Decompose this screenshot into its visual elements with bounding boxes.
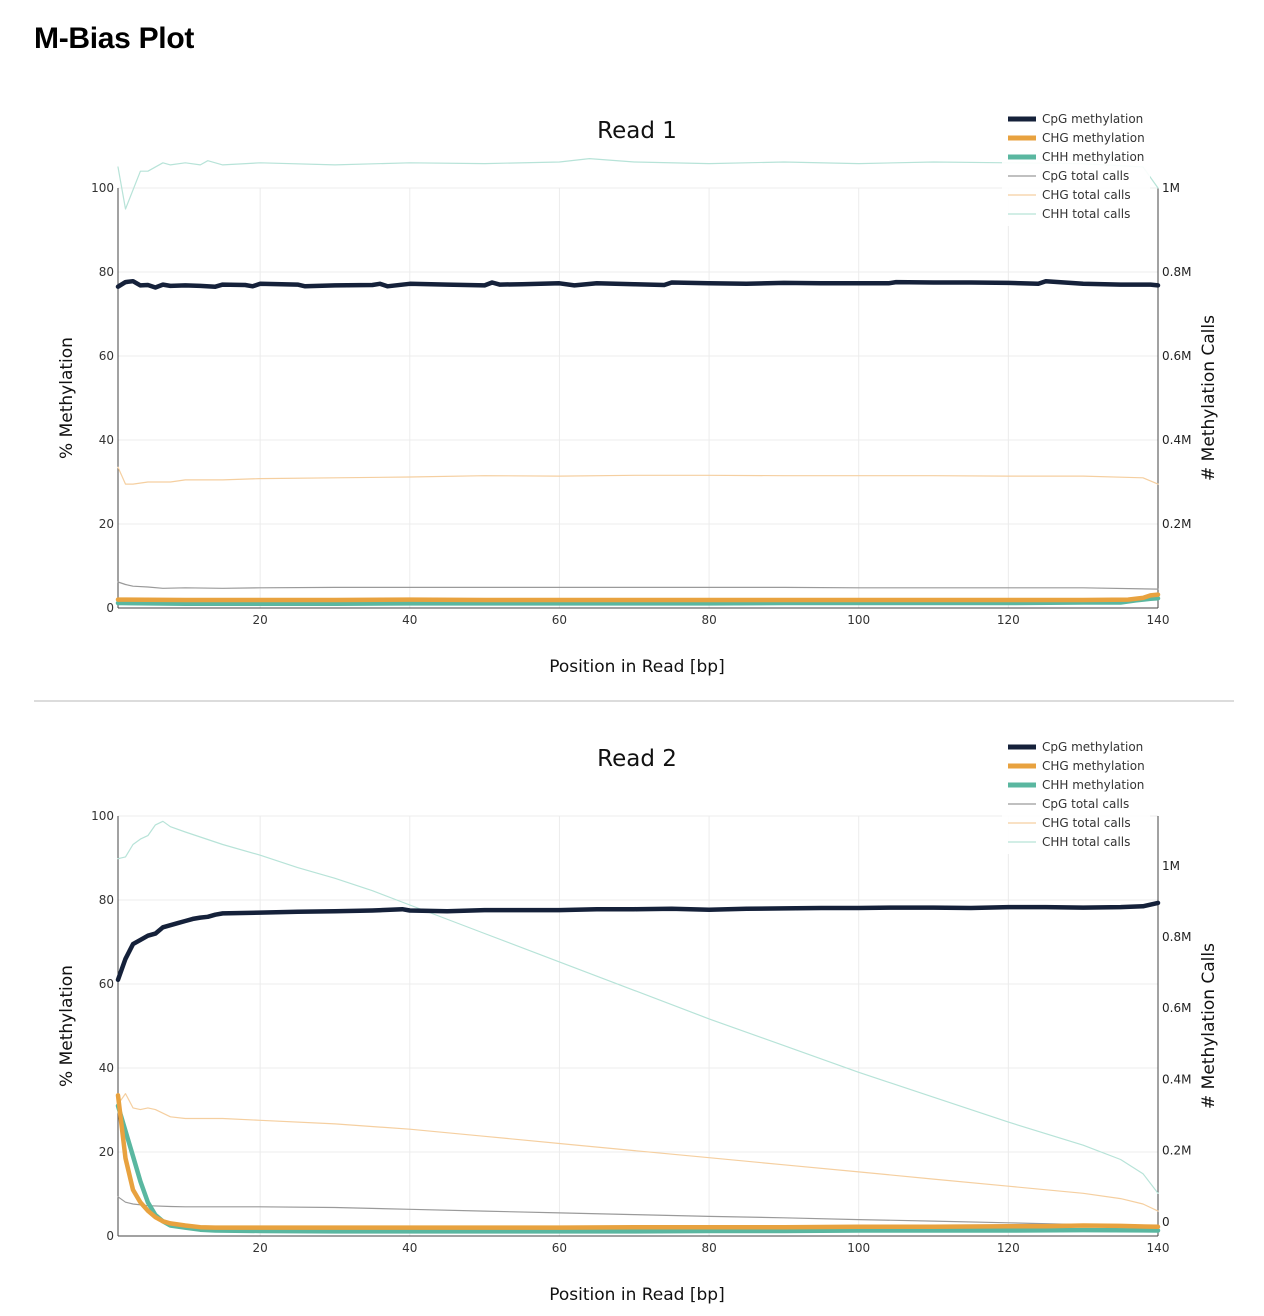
y-tick-label: 100 [91,181,114,195]
legend-label-cpg-total-calls: CpG total calls [1042,169,1129,183]
y2-tick-label: 0.6M [1162,1001,1191,1015]
read-2-chart: Read 2 20 40 60 80 100 120 140 0 20 40 60 80 100 0 0.2M… [57,736,1219,1305]
y-axis-label: % Methylation [57,965,77,1087]
y2-tick-label: 0.4M [1162,433,1191,447]
legend-label-cpg-methylation: CpG methylation [1042,740,1143,754]
y-tick-label: 80 [99,265,114,279]
y-axis-label: % Methylation [57,337,77,459]
y2-tick-label: 0.4M [1162,1072,1191,1086]
y2-tick-label: 0.2M [1162,517,1191,531]
x-tick-label: 80 [701,613,716,627]
legend-label-chh-methylation: CHH methylation [1042,150,1144,164]
x-tick-label: 80 [701,1241,716,1255]
series-line-cpg-methylation [115,900,1161,983]
legend-label-chh-total-calls: CHH total calls [1042,835,1130,849]
legend-label-chg-methylation: CHG methylation [1042,131,1145,145]
series-line-chg-methylation [115,1093,1161,1230]
x-tick-label: 100 [847,613,870,627]
read-1-chart: Read 1 20 40 60 80 100 120 140 0 20 40 60 80 100 0.2M 0… [57,108,1219,677]
x-tick-label: 40 [402,613,417,627]
x-tick-label: 100 [847,1241,870,1255]
x-tick-label: 140 [1147,613,1170,627]
series-line-chh-total-calls [117,820,1159,1194]
x-tick-label: 20 [253,613,268,627]
x-axis-label: Position in Read [bp] [549,657,724,677]
y-tick-label: 20 [99,1145,114,1159]
y-tick-label: 20 [99,517,114,531]
series-line-cpg-total-calls [117,581,1159,590]
y-tick-label: 40 [99,433,114,447]
series-line-cpg-methylation [115,278,1161,290]
x-tick-label: 120 [997,613,1020,627]
x-tick-label: 140 [1147,1241,1170,1255]
y-tick-label: 40 [99,1061,114,1075]
y-tick-label: 60 [99,349,114,363]
y2-axis-label: # Methylation Calls [1199,315,1219,481]
y-tick-label: 60 [99,977,114,991]
legend-label-chg-total-calls: CHG total calls [1042,188,1131,202]
legend-label-chh-methylation: CHH methylation [1042,778,1144,792]
page-title: M-Bias Plot [34,22,195,55]
legend-background [1002,108,1150,226]
x-tick-label: 40 [402,1241,417,1255]
section-divider [34,700,1234,702]
x-tick-label: 60 [552,613,567,627]
x-tick-label: 20 [253,1241,268,1255]
y-tick-label: 0 [106,601,114,615]
y2-axis-label: # Methylation Calls [1199,943,1219,1109]
x-tick-label: 60 [552,1241,567,1255]
y2-tick-label: 0.8M [1162,930,1191,944]
legend-label-chh-total-calls: CHH total calls [1042,207,1130,221]
series-line-chh-methylation [115,596,1161,607]
y2-tick-label: 0.6M [1162,349,1191,363]
legend-label-chg-methylation: CHG methylation [1042,759,1145,773]
legend: CpG methylation CHG methylation CHH methyl… [1002,108,1150,226]
legend-background [1002,736,1150,854]
x-axis-label: Position in Read [bp] [549,1285,724,1305]
chart-title: Read 1 [597,118,677,144]
legend-label-cpg-total-calls: CpG total calls [1042,797,1129,811]
y2-tick-label: 0 [1162,1215,1170,1229]
series-line-chh-methylation [115,1103,1161,1234]
y2-tick-label: 0.8M [1162,265,1191,279]
legend-label-cpg-methylation: CpG methylation [1042,112,1143,126]
legend: CpG methylation CHG methylation CHH methyl… [1002,736,1150,854]
y-tick-label: 0 [106,1229,114,1243]
y2-tick-label: 0.2M [1162,1144,1191,1158]
chart-title: Read 2 [597,746,677,772]
series-line-chg-total-calls [117,466,1159,485]
legend-label-chg-total-calls: CHG total calls [1042,816,1131,830]
series-line-cpg-total-calls [117,1196,1159,1228]
series-line-chg-methylation [115,592,1161,603]
y-tick-label: 100 [91,809,114,823]
y2-tick-label: 1M [1162,859,1180,873]
series-line-chh-total-calls [117,157,1159,210]
x-tick-label: 120 [997,1241,1020,1255]
y2-tick-label: 1M [1162,181,1180,195]
y-tick-label: 80 [99,893,114,907]
series-line-chg-total-calls [117,1093,1159,1212]
